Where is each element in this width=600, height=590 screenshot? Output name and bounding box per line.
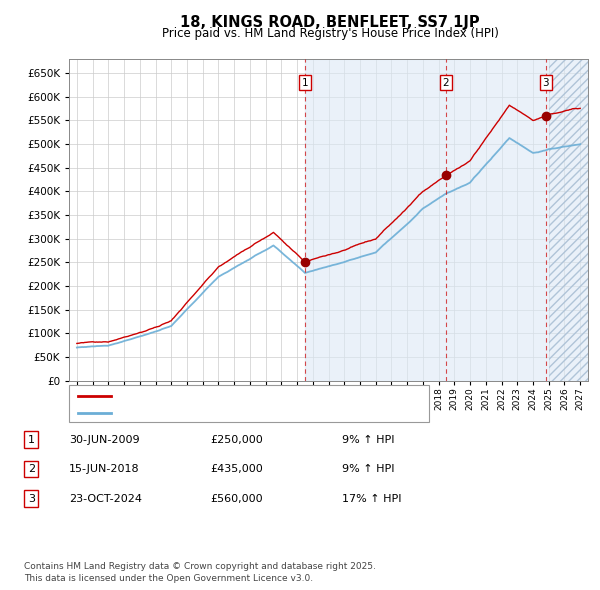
Text: Price paid vs. HM Land Registry's House Price Index (HPI): Price paid vs. HM Land Registry's House …	[161, 27, 499, 40]
Text: 9% ↑ HPI: 9% ↑ HPI	[342, 464, 395, 474]
Text: £250,000: £250,000	[210, 435, 263, 444]
Text: 30-JUN-2009: 30-JUN-2009	[69, 435, 140, 444]
Bar	[548, 59, 588, 381]
Text: 1: 1	[28, 435, 35, 444]
Text: HPI: Average price, detached house, Castle Point: HPI: Average price, detached house, Cast…	[117, 408, 372, 418]
Text: 23-OCT-2024: 23-OCT-2024	[69, 494, 142, 503]
Text: 18, KINGS ROAD, BENFLEET, SS7 1JP: 18, KINGS ROAD, BENFLEET, SS7 1JP	[180, 15, 480, 30]
Bar	[548, 59, 588, 381]
Text: 1: 1	[302, 78, 308, 88]
Text: 2: 2	[442, 78, 449, 88]
Text: 3: 3	[28, 494, 35, 503]
Text: £435,000: £435,000	[210, 464, 263, 474]
Bar	[305, 59, 588, 381]
Text: 2: 2	[28, 464, 35, 474]
Text: £560,000: £560,000	[210, 494, 263, 503]
Text: 17% ↑ HPI: 17% ↑ HPI	[342, 494, 401, 503]
Text: 15-JUN-2018: 15-JUN-2018	[69, 464, 140, 474]
Text: 18, KINGS ROAD, BENFLEET, SS7 1JP (detached house): 18, KINGS ROAD, BENFLEET, SS7 1JP (detac…	[117, 391, 402, 401]
Text: 9% ↑ HPI: 9% ↑ HPI	[342, 435, 395, 444]
Text: 3: 3	[542, 78, 549, 88]
Text: Contains HM Land Registry data © Crown copyright and database right 2025.
This d: Contains HM Land Registry data © Crown c…	[24, 562, 376, 583]
